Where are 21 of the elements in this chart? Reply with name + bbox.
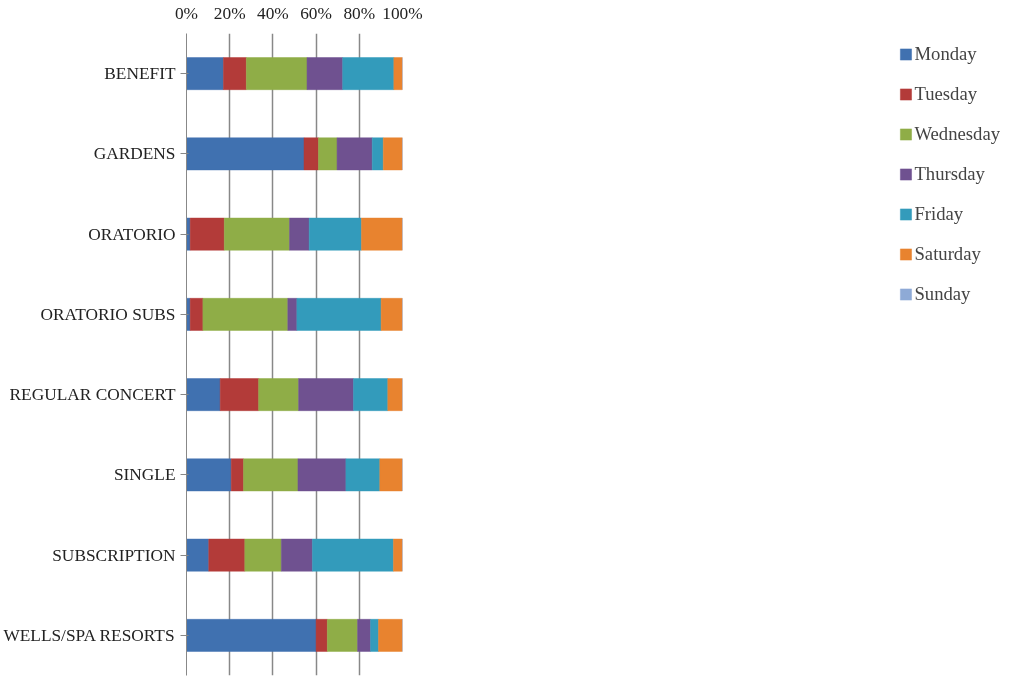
x-tick-label: 80% xyxy=(343,3,376,23)
y-tick-label: ORATORIO SUBS xyxy=(40,304,176,324)
legend-label: Wednesday xyxy=(914,123,1000,145)
y-tick-label: BENEFIT xyxy=(104,64,176,84)
y-tick-label: SUBSCRIPTION xyxy=(52,545,176,565)
y-tick-label: ORATORIO xyxy=(88,224,176,244)
x-tick-label: 100% xyxy=(382,3,423,23)
legend-label: Thursday xyxy=(914,163,985,185)
legend-label: Saturday xyxy=(914,243,981,265)
y-tick-label: REGULAR CONCERT xyxy=(9,385,176,405)
y-tick-label: WELLS/SPA RESORTS xyxy=(3,625,175,645)
legend-label: Friday xyxy=(914,203,964,225)
legend-label: Monday xyxy=(914,43,977,65)
legend-label: Tuesday xyxy=(914,83,978,105)
x-tick-label: 0% xyxy=(174,3,199,23)
legend-label: Sunday xyxy=(914,283,971,305)
x-tick-label: 60% xyxy=(300,3,332,23)
x-tick-label: 40% xyxy=(257,3,289,23)
y-tick-label: GARDENS xyxy=(93,144,176,164)
y-tick-label: SINGLE xyxy=(113,465,176,485)
x-tick-label: 20% xyxy=(213,3,246,23)
